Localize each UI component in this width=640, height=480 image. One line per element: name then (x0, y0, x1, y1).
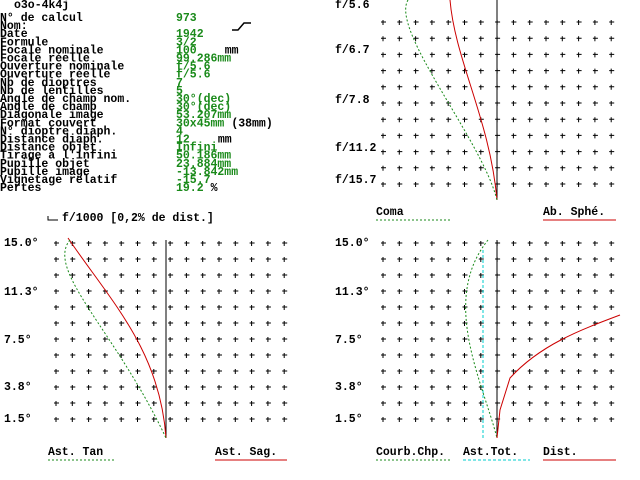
scale-bracket (47, 216, 58, 221)
param-label: Vignetage relatif (0, 174, 117, 187)
param-label: Pupille image (0, 166, 90, 179)
y-tick-label: f/5.6 (335, 0, 370, 12)
logo (232, 22, 251, 31)
legend-label: Ast. Sag. (215, 446, 277, 459)
y-tick-label: 3.8° (335, 381, 363, 394)
y-tick-label: f/15.7 (335, 174, 377, 187)
grids (54, 20, 615, 422)
param-value: -15.7 (176, 174, 211, 187)
legend-label: Dist. (543, 446, 578, 459)
param-label: Diagonale image (0, 109, 104, 122)
param-value: f/5.6 (176, 61, 211, 74)
param-value: 99.286mm (176, 53, 231, 66)
param-value: 30°(dec) (176, 93, 231, 106)
param-label: Focale réelle (0, 53, 90, 66)
param-unit: mm (225, 44, 239, 57)
y-tick-label: 15.0° (335, 237, 370, 250)
param-value: Infini (176, 142, 218, 155)
param-label: Angle de champ nom. (0, 93, 131, 106)
legend-label: Ast. Tan (48, 446, 103, 459)
curve-field (465, 239, 498, 439)
param-label: Ouverture nominale (0, 61, 124, 74)
param-value: 53.207mm (176, 109, 231, 122)
curve-sag (67, 237, 167, 439)
curve-coma (405, 0, 498, 201)
param-value: 1942 (176, 28, 204, 41)
param-value: 23.884mm (176, 158, 231, 171)
param-value: -13.842mm (176, 166, 238, 179)
param-value: 30°(dec) (176, 101, 231, 114)
y-tick-label: f/11.2 (335, 142, 377, 155)
param-value: 973 (176, 12, 197, 25)
param-value: 5 (176, 85, 183, 98)
y-tick-label: 1.5° (4, 413, 32, 426)
param-label: N° dioptre diaph. (0, 125, 117, 138)
param-label: Formule (0, 36, 48, 49)
y-tick-label: 11.3° (4, 286, 39, 299)
y-tick-label: 1.5° (335, 413, 363, 426)
param-value: 7 (176, 77, 183, 90)
calc-id: o3o-4k4j (14, 0, 69, 12)
plus-grid (381, 241, 615, 422)
param-label: Pupille objet (0, 158, 90, 171)
param-value: 3/2 (176, 36, 197, 49)
param-label: Pertes (0, 182, 42, 195)
plus-grid (381, 20, 615, 187)
plus-grid (54, 241, 288, 422)
y-tick-label: 7.5° (4, 334, 32, 347)
param-value: 19.2 (176, 182, 204, 195)
legend-label: Coma (376, 206, 404, 219)
param-value: 100 (176, 44, 197, 57)
y-tick-label: 15.0° (4, 237, 39, 250)
y-tick-label: f/6.7 (335, 44, 370, 57)
param-label: Distance objet (0, 142, 97, 155)
y-tick-label: 3.8° (4, 381, 32, 394)
curve-dist (496, 314, 621, 439)
y-tick-label: 7.5° (335, 334, 363, 347)
param-label: Nb de dioptres (0, 77, 97, 90)
param-value: 4 (176, 125, 183, 138)
scale-note: f/1000 [0,2% de dist.] (62, 212, 214, 225)
param-label: Focale nominale (0, 44, 104, 57)
param-label: Tirage à l'infini (0, 150, 117, 163)
curve-spherical (449, 0, 498, 201)
param-value: 50.186mm (176, 150, 231, 163)
param-unit: mm (218, 134, 232, 147)
param-unit: % (211, 182, 218, 195)
legend-label: Courb.Chp. (376, 446, 445, 459)
y-tick-label: f/7.8 (335, 94, 370, 107)
legend-label: Ast.Tot. (463, 446, 518, 459)
param-label: Ouverture réelle (0, 69, 111, 82)
param-value: 12 (176, 134, 190, 147)
curve-tan (64, 239, 167, 439)
param-label: Date (0, 28, 28, 41)
param-label: N° de calcul (0, 12, 83, 25)
param-label: Distance diaph. (0, 134, 104, 147)
param-value: 30x45mm (176, 117, 224, 130)
param-value: f/5.6 (176, 69, 211, 82)
param-label: Format couvert (0, 117, 97, 130)
param-label: Nom: (0, 20, 28, 33)
y-tick-label: 11.3° (335, 286, 370, 299)
param-unit: (38mm) (231, 117, 272, 130)
param-label: Nb de lentilles (0, 85, 104, 98)
legend-label: Ab. Sphé. (543, 206, 605, 219)
param-label: Angle de champ (0, 101, 97, 114)
